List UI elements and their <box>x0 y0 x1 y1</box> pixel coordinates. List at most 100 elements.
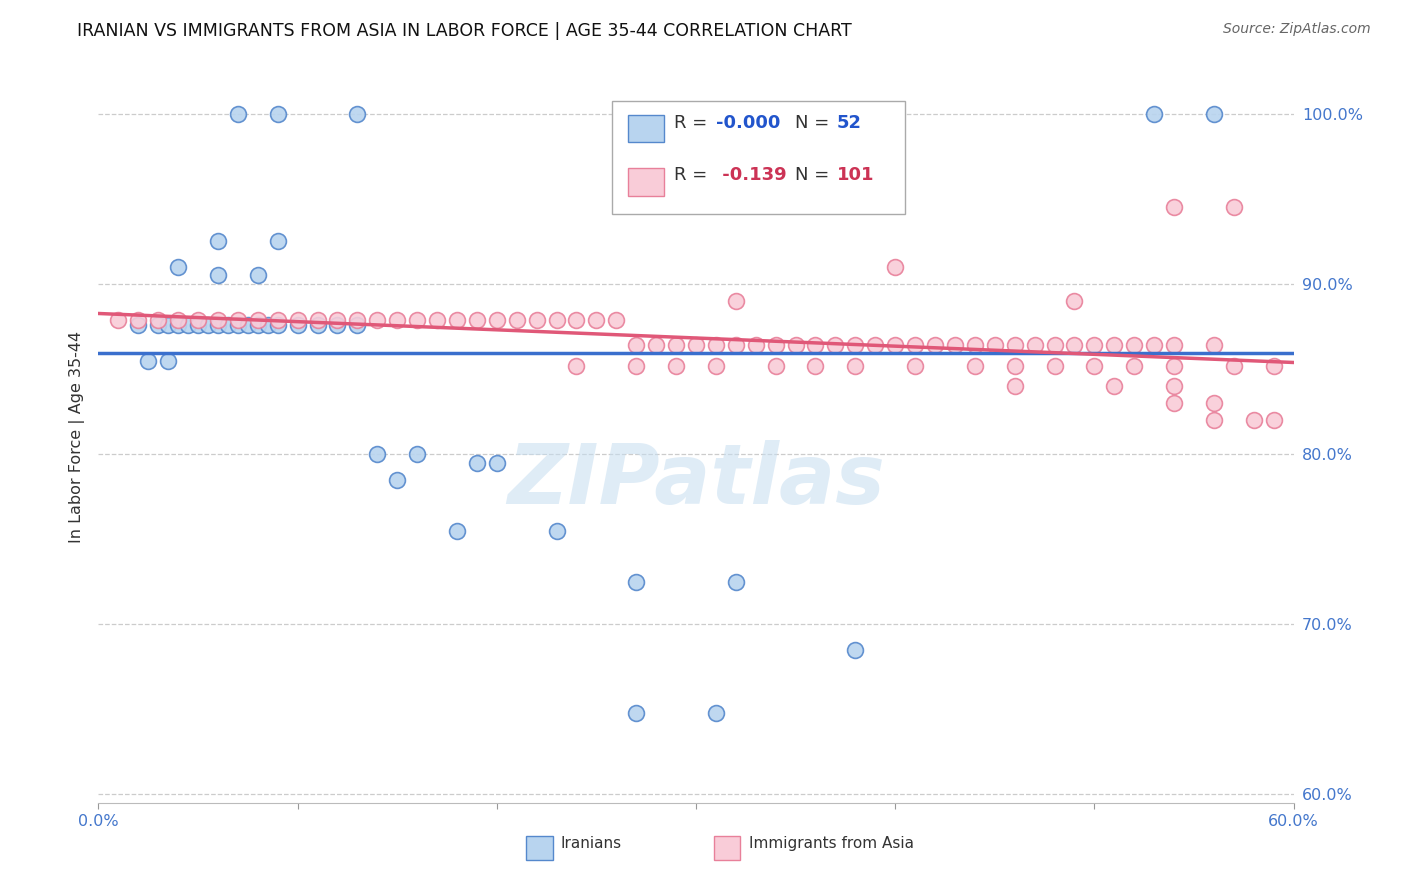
Point <box>426 312 449 326</box>
Point <box>626 706 648 720</box>
Point <box>346 312 368 326</box>
Point <box>226 318 249 332</box>
Point <box>1004 379 1026 393</box>
Point <box>1223 201 1246 215</box>
Text: R =: R = <box>675 167 713 185</box>
Point <box>1123 359 1146 373</box>
Point <box>884 260 907 274</box>
Point <box>585 312 607 326</box>
Point <box>546 524 568 538</box>
Point <box>984 338 1007 352</box>
Point <box>207 312 229 326</box>
Point <box>645 338 668 352</box>
Point <box>526 312 548 326</box>
Point <box>446 524 468 538</box>
Point <box>446 312 468 326</box>
Point <box>824 338 846 352</box>
Point <box>685 338 707 352</box>
Y-axis label: In Labor Force | Age 35-44: In Labor Force | Age 35-44 <box>69 331 84 543</box>
Text: IRANIAN VS IMMIGRANTS FROM ASIA IN LABOR FORCE | AGE 35-44 CORRELATION CHART: IRANIAN VS IMMIGRANTS FROM ASIA IN LABOR… <box>77 22 852 40</box>
Point <box>724 338 747 352</box>
Point <box>1004 359 1026 373</box>
Point <box>217 318 239 332</box>
Point <box>904 359 927 373</box>
Point <box>924 338 946 352</box>
Point <box>226 312 249 326</box>
Point <box>187 318 209 332</box>
Bar <box>628 114 664 143</box>
Point <box>1083 338 1105 352</box>
Text: 101: 101 <box>837 167 875 185</box>
Text: N =: N = <box>796 114 835 132</box>
Point <box>704 706 727 720</box>
Point <box>246 318 269 332</box>
Point <box>485 312 508 326</box>
FancyBboxPatch shape <box>613 101 905 214</box>
Bar <box>526 837 553 860</box>
Bar <box>714 837 740 860</box>
Point <box>724 574 747 589</box>
Point <box>1063 338 1085 352</box>
Point <box>626 574 648 589</box>
Text: Iranians: Iranians <box>561 837 621 851</box>
Point <box>207 235 229 249</box>
Point <box>267 312 290 326</box>
Point <box>963 338 986 352</box>
Point <box>197 318 219 332</box>
Point <box>665 359 688 373</box>
Point <box>167 260 190 274</box>
Point <box>804 338 827 352</box>
Point <box>187 312 209 326</box>
Text: Immigrants from Asia: Immigrants from Asia <box>748 837 914 851</box>
Bar <box>628 168 664 195</box>
Point <box>1163 359 1185 373</box>
Point <box>366 447 388 461</box>
Point <box>157 353 180 368</box>
Point <box>506 312 529 326</box>
Point <box>884 338 907 352</box>
Point <box>246 268 269 283</box>
Point <box>485 456 508 470</box>
Point <box>844 338 866 352</box>
Point <box>704 359 727 373</box>
Point <box>1263 359 1285 373</box>
Point <box>167 318 190 332</box>
Point <box>765 338 787 352</box>
Point <box>236 318 259 332</box>
Point <box>267 107 290 121</box>
Text: N =: N = <box>796 167 835 185</box>
Point <box>546 312 568 326</box>
Point <box>406 312 429 326</box>
Point <box>1043 359 1066 373</box>
Point <box>665 338 688 352</box>
Point <box>1083 359 1105 373</box>
Point <box>107 312 129 326</box>
Point <box>685 107 707 121</box>
Point <box>465 456 488 470</box>
Text: Source: ZipAtlas.com: Source: ZipAtlas.com <box>1223 22 1371 37</box>
Point <box>1123 338 1146 352</box>
Point <box>1024 338 1046 352</box>
Point <box>1063 293 1085 308</box>
Point <box>1104 338 1126 352</box>
Point <box>226 107 249 121</box>
Point <box>1202 413 1225 427</box>
Point <box>1163 201 1185 215</box>
Point <box>207 318 229 332</box>
Point <box>565 359 588 373</box>
Point <box>127 312 149 326</box>
Point <box>346 318 368 332</box>
Point <box>1004 338 1026 352</box>
Point <box>1143 107 1166 121</box>
Point <box>1143 338 1166 352</box>
Point <box>346 107 368 121</box>
Text: -0.139: -0.139 <box>716 167 787 185</box>
Point <box>256 318 278 332</box>
Text: 52: 52 <box>837 114 862 132</box>
Point <box>127 318 149 332</box>
Point <box>465 312 488 326</box>
Point <box>745 338 768 352</box>
Point <box>207 268 229 283</box>
Point <box>605 312 627 326</box>
Point <box>1223 359 1246 373</box>
